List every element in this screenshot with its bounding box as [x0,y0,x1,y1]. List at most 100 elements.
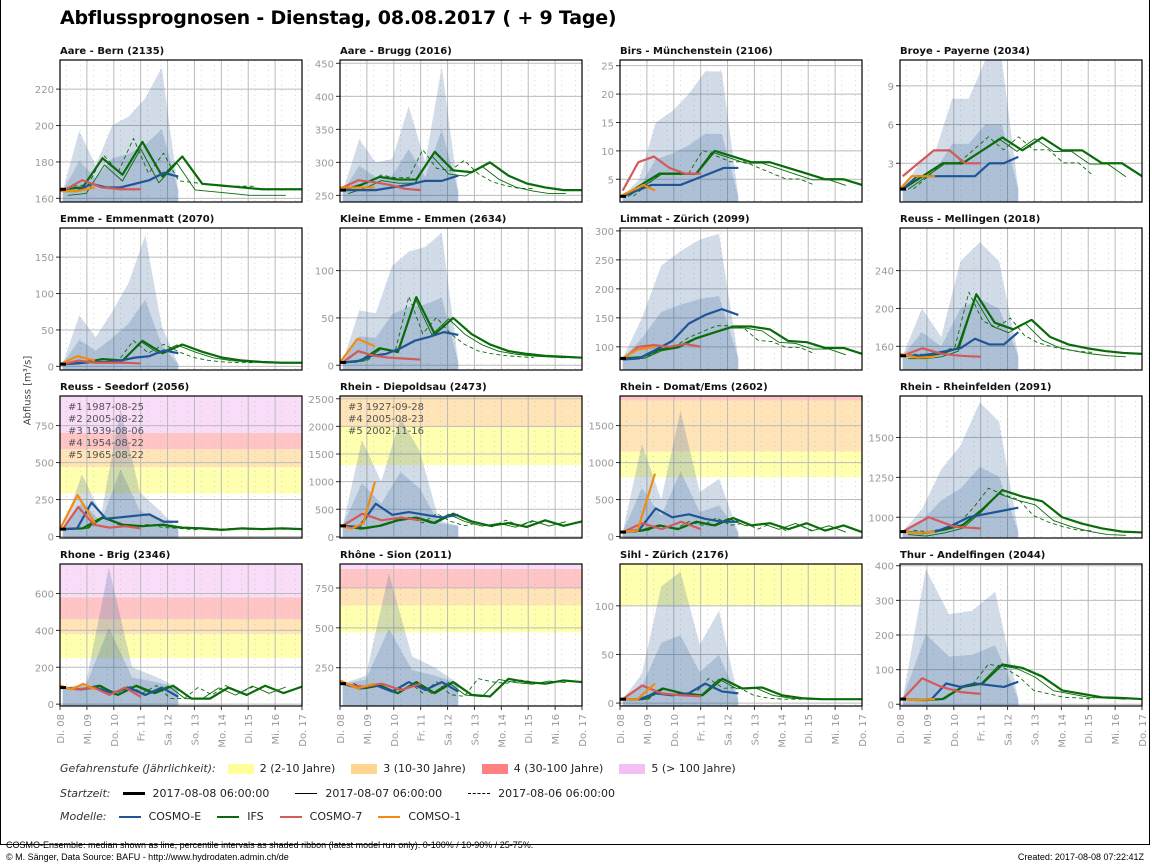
y-tick-label: 200 [875,631,894,642]
y-tick-label: 400 [35,626,54,637]
panel-title: Aare - Bern (2135) [60,46,164,57]
ensemble-ribbon-outer [902,569,1019,706]
legend-model-item: COSMO-E [118,810,202,823]
panel-border [899,227,1143,371]
y-tick-label: 50 [601,650,614,661]
x-tick-label: Di. 08 [896,714,907,744]
x-tick-label: Mo. 14 [1057,714,1068,748]
y-tick-label: 100 [595,343,614,354]
x-tick-label: Mo. 14 [217,714,228,748]
cosmo-e-line [622,166,739,198]
cosmo-7-line [621,155,701,192]
panel-border [59,59,303,203]
y-tick-label: 600 [35,590,54,601]
y-tick-label: 250 [595,256,614,267]
level2-swatch [227,763,254,774]
chart-panel: Thur - Andelfingen (2044) 0 100 200 300 400 Di… [875,550,1150,748]
panel-title: Birs - Münchenstein (2106) [620,46,773,57]
cosmo-7-line [622,684,701,701]
legend-models-label: Modelle: [60,810,107,823]
x-tick-label: Do. 10 [390,714,401,747]
chart-frame [0,0,1150,845]
y-tick-label: 10 [601,147,614,158]
y-tick-label: 5 [608,175,614,186]
y-tick-label: 6 [888,121,894,132]
y-tick-label: 300 [315,158,334,169]
cosmo-7-line [901,677,981,700]
chart-panel: Rhein - Rheinfelden (2091) 1000 1250 1500 [869,382,1150,539]
panel-title: Reuss - Mellingen (2018) [900,214,1040,225]
y-tick-label: 15 [601,118,614,129]
x-tick-label: Do. 10 [670,714,681,747]
ensemble-ribbon-inner [342,297,459,370]
legend-model-item: COMSO-1 [378,810,461,823]
y-tick-label: 9 [888,82,894,93]
ensemble-ribbon-outer [62,409,179,538]
ensemble-ribbon-outer [62,67,179,203]
cosmo-1-line [619,345,656,361]
cosmo-e-line [342,331,459,364]
legend-model-text: COSMO-E [148,810,202,823]
panel-border [339,395,583,539]
cosmo-7-line [342,682,422,692]
ifs-line [62,140,302,191]
legend-model-item: COSMO-7 [279,810,362,823]
legend-hazard-item: 5 (> 100 Jahre) [619,762,736,775]
hazard-band-level-4 [60,597,302,620]
cosmo-e-line [622,507,739,534]
hazard-band-level-2 [340,605,582,633]
cosmo-1-line [339,337,376,364]
legend-hazard-text: 4 (30-100 Jahre) [513,762,604,775]
page-title: Abflussprognosen - Dienstag, 08.08.2017 … [60,7,617,29]
x-tick-label: Fr. 11 [697,714,708,741]
created-timestamp: Created: 2017-08-08 07:22:41Z [1017,852,1144,862]
footer-note: COSMO-Ensemble: median shown as line, pe… [6,840,534,850]
panel-border [619,563,863,707]
y-tick-label: 350 [315,125,334,136]
y-tick-label: 750 [35,422,54,433]
ifs-line-older [353,149,534,189]
y-tick-label: 0 [328,533,334,544]
y-tick-label: 200 [595,285,614,296]
y-tick-label: 400 [875,562,894,573]
y-tick-label: 20 [601,90,614,101]
legend-hazard-item: 3 (10-30 Jahre) [351,762,466,775]
ifs-line-previous [628,678,846,700]
y-tick-label: 250 [315,191,334,202]
x-tick-label: Di. 08 [56,714,67,744]
ensemble-ribbon-outer [342,232,459,370]
ifs-swatch [217,815,240,818]
chart-panel: Rhône - Sion (2011) 250 500 750 Di. 08 Mi. 09… [315,549,590,748]
legend-start-item: 2017-08-06 06:00:00 [468,787,615,800]
chart-panel: Reuss - Mellingen (2018) 160 200 240 [875,214,1150,371]
y-tick-label: 25 [601,62,614,73]
panel-title: Limmat - Zürich (2099) [620,214,750,225]
ifs-line-older [633,149,814,197]
y-tick-label: 300 [595,227,614,238]
ifs-line-previous [628,327,847,360]
y-tick-label: 220 [35,85,54,96]
y-tick-label: 1250 [869,473,894,484]
panel-border [59,395,303,539]
panel-title: Rhein - Rheinfelden (2091) [900,382,1051,393]
ensemble-ribbon-outer [62,567,179,706]
ifs-line [62,684,303,700]
panel-border [339,227,583,371]
y-tick-label: 50 [41,326,54,337]
y-tick-label: 200 [35,663,54,674]
cosmo-e-line [62,171,179,193]
cosmo-7-line [342,349,421,364]
ensemble-ribbon-outer [902,242,1019,370]
y-tick-label: 160 [35,194,54,205]
x-tick-label: Mi. 16 [271,714,282,745]
x-tick-label: Do. 10 [110,714,121,747]
ifs-line-older [913,663,1094,701]
y-tick-label: 1000 [869,513,894,524]
cosmo-1-line [59,494,96,530]
chart-panel: Kleine Emme - Emmen (2634) 0 50 100 [315,214,590,372]
cosmo-1-swatch [378,815,401,818]
y-tick-label: 3 [888,159,894,170]
legend-model-item: IFS [217,810,264,823]
panel-title: Rhône - Sion (2011) [340,549,452,561]
ifs-line-older [633,517,814,533]
